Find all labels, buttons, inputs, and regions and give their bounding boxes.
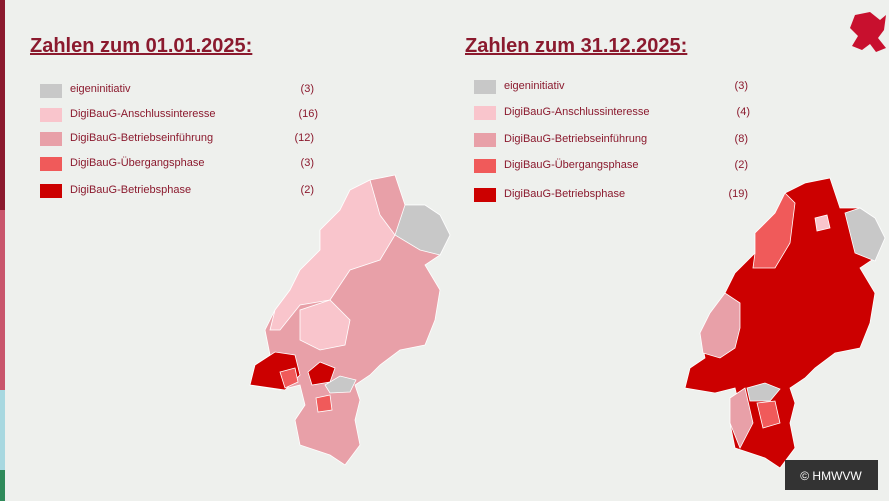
region [307, 361, 336, 386]
region [269, 179, 396, 331]
region [324, 375, 357, 394]
legend-label: DigiBauG-Betriebsphase [504, 188, 625, 200]
stripe [0, 210, 5, 390]
legend-label: DigiBauG-Übergangsphase [504, 159, 639, 171]
legend-count: (3) [301, 83, 314, 95]
legend-label: DigiBauG-Anschlussinteresse [70, 108, 216, 120]
legend-count: (2) [301, 184, 314, 196]
region [752, 192, 796, 269]
swatch [40, 108, 62, 122]
credit-box [785, 460, 878, 490]
legend-label: eigeninitiativ [70, 83, 131, 95]
region [699, 292, 741, 359]
legend-label: eigeninitiativ [504, 80, 565, 92]
legend-label: DigiBauG-Betriebsphase [70, 184, 191, 196]
region [814, 214, 831, 232]
credit: © HMWVW [800, 469, 862, 483]
stripe [0, 0, 5, 210]
legend-label: DigiBauG-Betriebseinführung [70, 132, 213, 144]
panel-title: Zahlen zum 31.12.2025: [465, 35, 687, 57]
region [756, 400, 781, 429]
legend-count: (4) [737, 106, 750, 118]
legend-count: (3) [301, 157, 314, 169]
swatch [474, 106, 496, 120]
region [279, 367, 299, 389]
legend-count: (3) [735, 80, 748, 92]
legend-count: (12) [294, 132, 314, 144]
legend-count: (8) [735, 133, 748, 145]
coat-of-arms [850, 12, 886, 52]
map [684, 177, 886, 469]
region [315, 394, 333, 413]
region [844, 207, 886, 262]
region [746, 382, 781, 402]
region [729, 387, 754, 449]
panel-title: Zahlen zum 01.01.2025: [30, 35, 252, 57]
swatch [40, 157, 62, 171]
legend: eigeninitiativ DigiBauG-Anschlussinteres… [474, 80, 750, 202]
legend-count: (16) [298, 108, 318, 120]
region [394, 204, 451, 256]
legend-label: DigiBauG-Betriebseinführung [504, 133, 647, 145]
swatch [474, 133, 496, 147]
swatch [474, 159, 496, 173]
swatch [40, 132, 62, 146]
swatch [40, 184, 62, 198]
swatch [474, 188, 496, 202]
swatch [40, 84, 62, 98]
stripe [0, 470, 5, 501]
swatch [474, 80, 496, 94]
region [299, 299, 351, 351]
legend-count: (19) [728, 188, 748, 200]
stripe [0, 390, 5, 470]
legend-label: DigiBauG-Übergangsphase [70, 157, 205, 169]
legend-count: (2) [735, 159, 748, 171]
legend-label: DigiBauG-Anschlussinteresse [504, 106, 650, 118]
map [249, 174, 451, 466]
legend: eigeninitiativ DigiBauG-Anschlussinteres… [40, 83, 318, 198]
